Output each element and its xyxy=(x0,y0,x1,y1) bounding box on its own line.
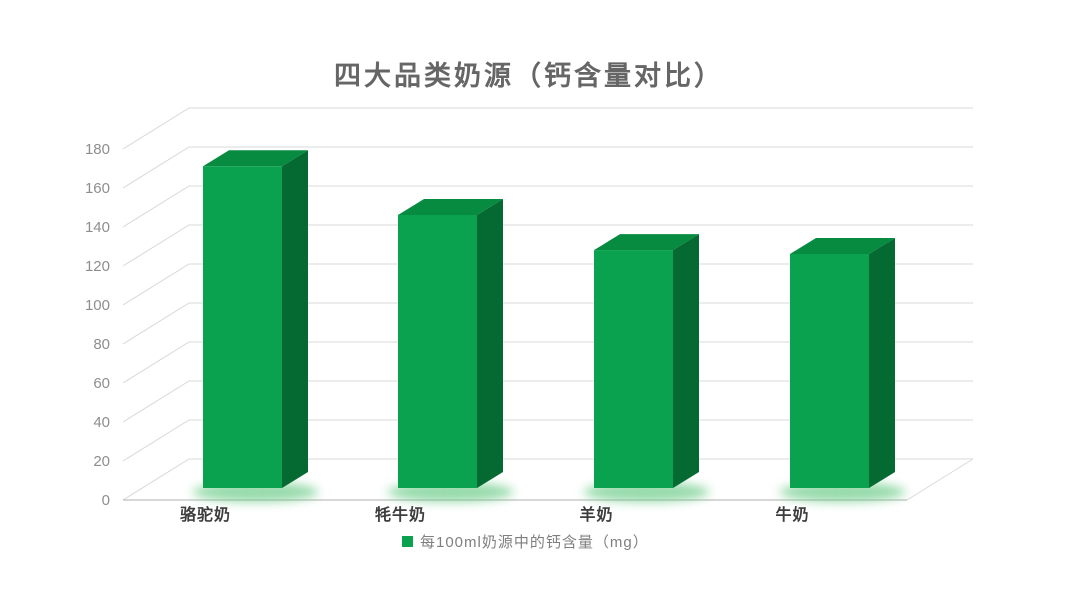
gridline xyxy=(122,458,973,501)
x-category-label: 羊奶 xyxy=(579,505,613,524)
x-category-label: 牦牛奶 xyxy=(375,505,426,524)
bar-top-face xyxy=(203,150,308,167)
bar-front-face xyxy=(790,254,869,488)
y-tick-label: 100 xyxy=(85,297,110,314)
bar-side-face xyxy=(282,150,308,488)
legend-series-label: 每100ml奶源中的钙含量（mg） xyxy=(420,533,649,551)
bar-front-face xyxy=(203,166,282,488)
y-tick-label: 160 xyxy=(85,180,110,197)
gridline xyxy=(122,263,973,306)
chart-title: 四大品类奶源（钙含量对比） xyxy=(334,61,724,91)
gridline xyxy=(122,302,973,345)
gridline xyxy=(122,419,973,462)
y-tick-label: 0 xyxy=(102,492,110,509)
gridline xyxy=(122,146,973,189)
legend-marker-icon xyxy=(402,535,413,547)
x-axis-labels: 骆驼奶 牦牛奶 羊奶 牛奶 xyxy=(180,505,809,524)
y-tick-label: 40 xyxy=(93,414,110,431)
gridline xyxy=(122,107,973,150)
floor-right-edge xyxy=(906,458,974,501)
bar-side-face xyxy=(673,234,699,488)
y-tick-label: 180 xyxy=(85,141,110,158)
y-tick-label: 140 xyxy=(85,219,110,236)
y-axis-labels: 0 20 40 60 80 100 120 140 160 180 xyxy=(85,141,110,509)
x-category-label: 牛奶 xyxy=(775,505,809,524)
x-category-label: 骆驼奶 xyxy=(180,505,231,524)
bar-top-face xyxy=(790,238,895,254)
gridline xyxy=(122,380,973,423)
y-tick-label: 120 xyxy=(85,258,110,275)
bar-front-face xyxy=(594,250,673,488)
gridline xyxy=(122,224,973,267)
bar-top-face xyxy=(398,199,503,215)
bar-side-face xyxy=(477,199,503,488)
bars xyxy=(203,150,895,488)
y-tick-label: 20 xyxy=(93,453,110,470)
legend: 每100ml奶源中的钙含量（mg） xyxy=(402,531,649,551)
bar-side-face xyxy=(869,238,895,488)
gridline xyxy=(122,341,973,384)
bar-front-face xyxy=(398,215,477,488)
gridline xyxy=(122,185,973,228)
y-tick-label: 60 xyxy=(93,375,110,392)
bar-top-face xyxy=(594,234,699,251)
y-tick-label: 80 xyxy=(93,336,110,353)
